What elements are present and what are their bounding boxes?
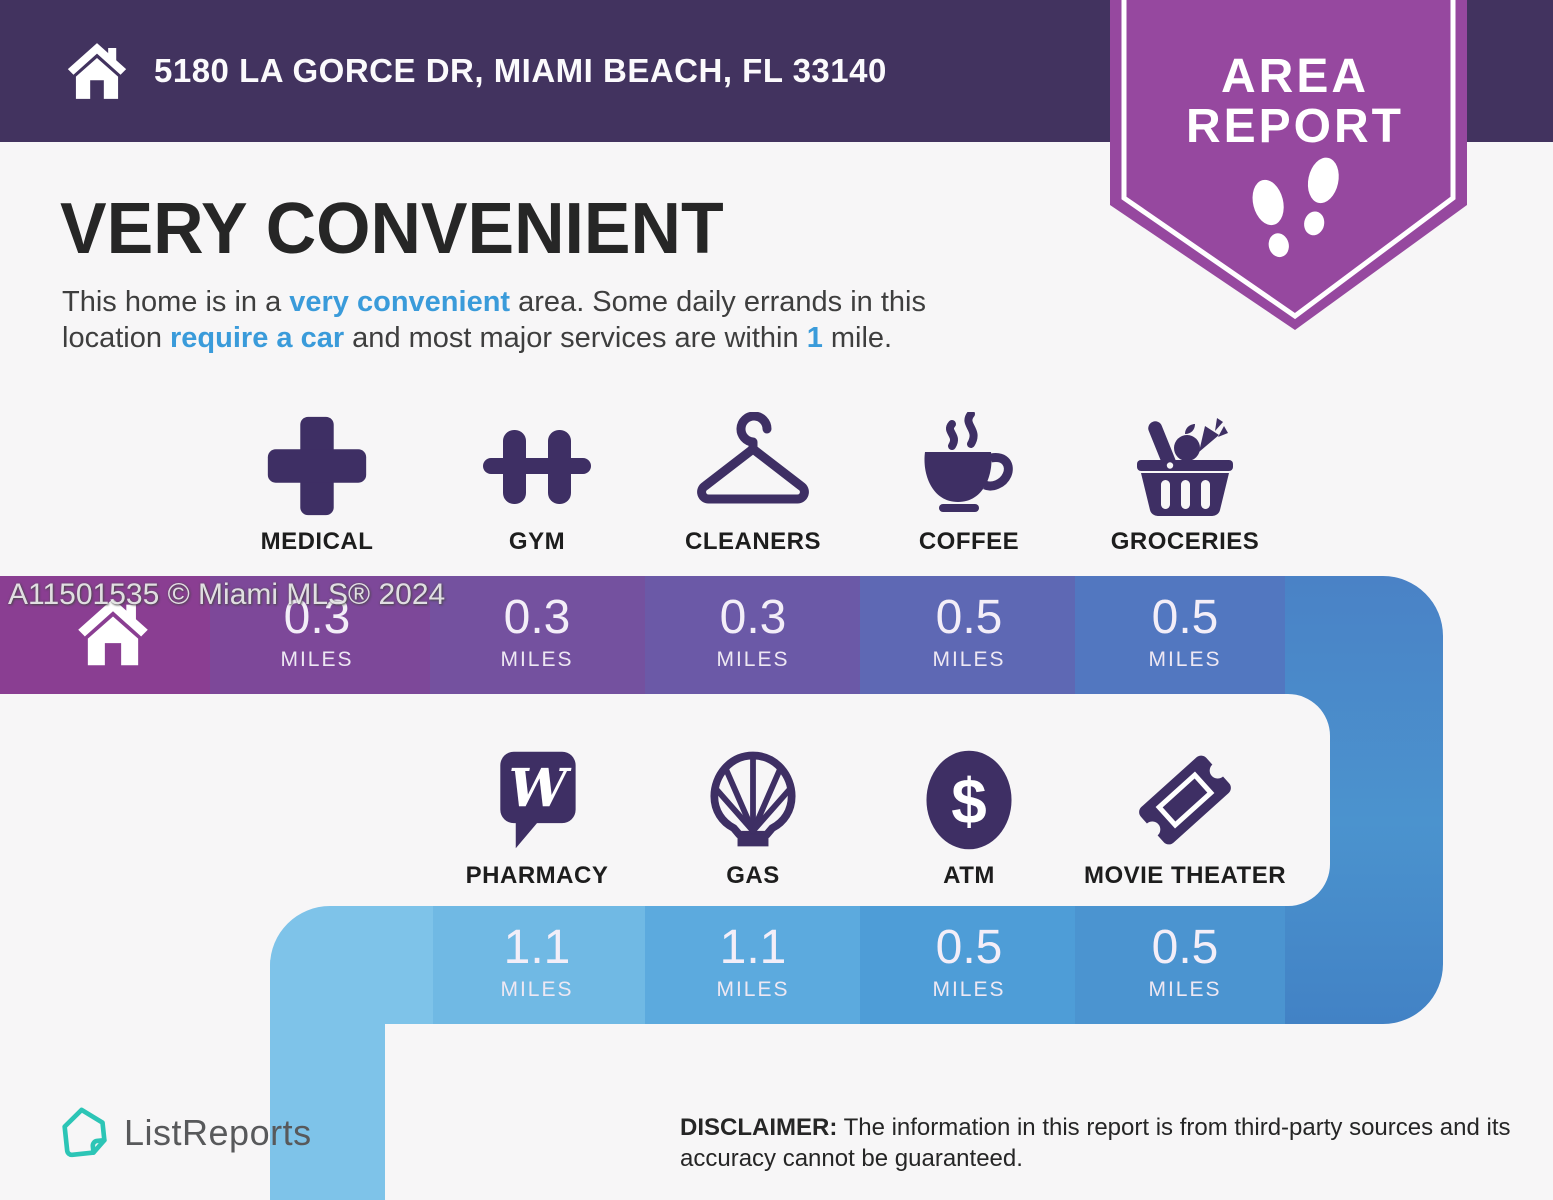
area-report-badge: AREA REPORT	[1110, 0, 1467, 330]
badge-line1: AREA	[1221, 50, 1369, 103]
disclaimer-label: DISCLAIMER:	[680, 1114, 838, 1141]
grocery-basket-icon	[1137, 418, 1233, 517]
pharmacy-w-glyph: W	[509, 758, 572, 819]
distance-value: 0.3	[503, 591, 571, 644]
intro-text: and most major services are within	[344, 322, 807, 354]
mls-watermark: A11501535 © Miami MLS® 2024	[8, 578, 446, 611]
intro-highlight-car: require a car	[170, 322, 345, 354]
amenity-label: MOVIE THEATER	[1083, 862, 1287, 889]
distance-groceries: 0.5 MILES	[1077, 590, 1293, 672]
home-icon	[67, 43, 127, 99]
distance-unit: MILES	[932, 648, 1006, 671]
amenity-cleaners: CLEANERS	[623, 412, 883, 556]
footprints-icon	[1252, 157, 1339, 258]
distance-pharmacy: 1.1 MILES	[429, 920, 645, 1002]
band-home-icon	[78, 598, 148, 666]
medical-cross-icon	[267, 416, 367, 516]
intro-text: mile.	[822, 322, 893, 354]
atm-dollar-icon: $	[926, 750, 1012, 850]
amenity-gas: GAS	[623, 744, 883, 890]
amenity-groceries: GROCERIES	[1055, 412, 1315, 556]
distance-medical: 0.3 MILES	[209, 590, 425, 672]
distance-unit: MILES	[716, 978, 790, 1001]
distance-unit: MILES	[280, 648, 354, 671]
amenity-label: GYM	[508, 528, 566, 555]
disclaimer: DISCLAIMER: The information in this repo…	[680, 1112, 1511, 1174]
amenity-label: CLEANERS	[684, 528, 821, 555]
intro-text: area. Some daily errands in this	[510, 286, 926, 318]
atm-dollar-glyph: $	[951, 765, 986, 837]
amenity-label: MEDICAL	[260, 528, 374, 555]
distance-value: 0.5	[1151, 591, 1219, 644]
distance-value: 1.1	[503, 921, 571, 974]
distance-unit: MILES	[500, 978, 574, 1001]
amenity-medical: MEDICAL	[187, 412, 447, 556]
distance-value: 0.5	[935, 591, 1003, 644]
amenity-label: PHARMACY	[465, 862, 609, 889]
walgreens-pharmacy-icon: W	[500, 751, 576, 849]
listreports-logo: ListReports	[58, 1104, 312, 1162]
distance-coffee: 0.5 MILES	[861, 590, 1077, 672]
distance-unit: MILES	[716, 648, 790, 671]
distance-gas: 1.1 MILES	[645, 920, 861, 1002]
distance-cleaners: 0.3 MILES	[645, 590, 861, 672]
amenity-label: ATM	[943, 862, 995, 889]
amenity-gym: GYM	[407, 412, 667, 556]
intro-highlight-convenient: very convenient	[289, 286, 511, 318]
walkability-description: This home is in a very convenient area. …	[62, 284, 926, 356]
distance-value: 0.3	[283, 591, 351, 644]
amenity-label: GAS	[726, 862, 780, 889]
amenity-pharmacy: W PHARMACY	[407, 744, 667, 890]
amenity-atm: $ ATM	[839, 744, 1099, 890]
distance-movie-theater: 0.5 MILES	[1077, 920, 1293, 1002]
distance-unit: MILES	[1148, 978, 1222, 1001]
distance-value: 0.3	[719, 591, 787, 644]
distance-value: 0.5	[935, 921, 1003, 974]
property-address: 5180 LA GORCE DR, MIAMI BEACH, FL 33140	[154, 52, 887, 89]
badge-line2: REPORT	[1186, 100, 1404, 153]
amenity-coffee: COFFEE	[839, 412, 1099, 556]
amenity-label: COFFEE	[918, 528, 1020, 555]
intro-highlight-mile: 1	[806, 322, 823, 354]
distance-unit: MILES	[1148, 648, 1222, 671]
disclaimer-text-line2: accuracy cannot be guaranteed.	[680, 1145, 1023, 1172]
hanger-icon	[697, 412, 809, 504]
coffee-cup-icon	[924, 412, 1013, 512]
movie-ticket-icon	[1139, 755, 1231, 845]
distance-value: 0.5	[1151, 921, 1219, 974]
amenity-label: GROCERIES	[1110, 528, 1260, 555]
listreports-wordmark: ListReports	[124, 1112, 312, 1153]
shell-gas-icon	[710, 751, 796, 847]
listreports-house-icon	[62, 1107, 107, 1158]
distance-gym: 0.3 MILES	[429, 590, 645, 672]
distance-value: 1.1	[719, 921, 787, 974]
intro-text: This home is in a	[62, 286, 290, 318]
intro-text: location	[62, 322, 171, 354]
distance-atm: 0.5 MILES	[861, 920, 1077, 1002]
amenity-movie-theater: MOVIE THEATER	[1055, 744, 1315, 890]
dumbbell-icon	[483, 430, 591, 504]
walkability-headline: VERY CONVENIENT	[60, 189, 724, 269]
distance-unit: MILES	[500, 648, 574, 671]
distance-unit: MILES	[932, 978, 1006, 1001]
disclaimer-text-line1: The information in this report is from t…	[837, 1114, 1511, 1141]
